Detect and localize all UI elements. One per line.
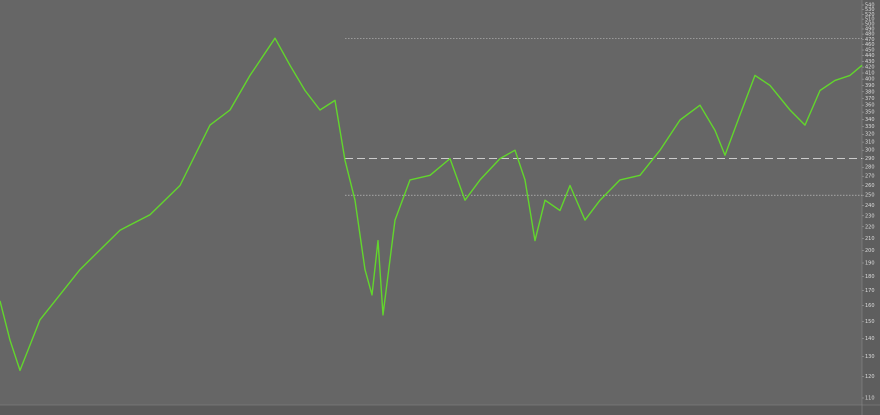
y-tick-label: 310: [865, 140, 875, 146]
y-tick-label: 330: [865, 124, 875, 130]
y-tick-label: 220: [865, 224, 875, 230]
y-tick-label: 320: [865, 132, 875, 138]
price-line: [0, 37, 863, 372]
y-tick-label: 400: [865, 77, 875, 83]
y-tick-label: 240: [865, 203, 875, 209]
y-tick-label: 450: [865, 48, 875, 54]
y-tick-label: 270: [865, 174, 875, 180]
y-tick-label: 480: [865, 32, 875, 38]
y-tick-label: 160: [865, 303, 875, 309]
y-tick-label: 440: [865, 53, 875, 59]
y-tick-label: 210: [865, 236, 875, 242]
y-tick-label: 510: [865, 17, 875, 23]
y-tick-label: 500: [865, 22, 875, 28]
y-tick-label: 190: [865, 261, 875, 267]
y-tick-label: 420: [865, 65, 875, 71]
y-tick-label: 530: [865, 7, 875, 13]
y-tick-label: 430: [865, 59, 875, 65]
y-tick-label: 180: [865, 274, 875, 280]
y-tick-label: 350: [865, 110, 875, 116]
y-tick-label: 300: [865, 148, 875, 154]
y-tick-label: 250: [865, 193, 875, 199]
y-tick-label: 360: [865, 103, 875, 109]
y-tick-label: 540: [865, 3, 875, 9]
y-tick-label: 390: [865, 83, 875, 89]
y-tick-label: 370: [865, 96, 875, 102]
y-tick-label: 380: [865, 89, 875, 95]
y-tick-label: 280: [865, 165, 875, 171]
y-tick-label: 130: [865, 354, 875, 360]
y-tick-label: 470: [865, 37, 875, 43]
time-axis: [0, 405, 880, 415]
y-tick-label: 140: [865, 336, 875, 342]
y-tick-label: 110: [865, 396, 875, 402]
y-tick-label: 260: [865, 183, 875, 189]
y-tick-label: 120: [865, 374, 875, 380]
price-axis: [862, 0, 880, 415]
y-tick-label: 490: [865, 26, 875, 32]
y-tick-label: 290: [865, 156, 875, 162]
y-tick-label: 340: [865, 117, 875, 123]
y-tick-label: 200: [865, 248, 875, 254]
y-tick-label: 170: [865, 288, 875, 294]
y-tick-label: 410: [865, 71, 875, 77]
y-tick-label: 230: [865, 213, 875, 219]
y-tick-label: 460: [865, 42, 875, 48]
y-tick-label: 150: [865, 319, 875, 325]
y-tick-label: 520: [865, 12, 875, 18]
